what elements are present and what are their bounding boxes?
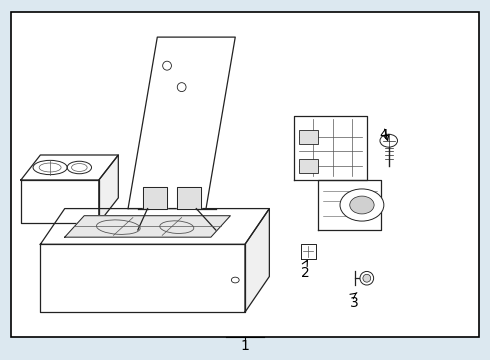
Polygon shape	[40, 208, 270, 244]
Polygon shape	[65, 216, 230, 237]
Polygon shape	[99, 155, 118, 223]
Polygon shape	[128, 37, 235, 208]
Ellipse shape	[363, 274, 371, 282]
Circle shape	[380, 134, 397, 147]
Polygon shape	[143, 187, 167, 208]
Circle shape	[340, 189, 384, 221]
Text: 4: 4	[379, 129, 388, 142]
Polygon shape	[294, 116, 367, 180]
Circle shape	[350, 196, 374, 214]
Polygon shape	[21, 180, 99, 223]
Bar	[298, 130, 318, 144]
FancyBboxPatch shape	[11, 12, 479, 337]
Polygon shape	[318, 180, 381, 230]
Polygon shape	[301, 244, 316, 258]
Polygon shape	[245, 208, 270, 312]
Polygon shape	[21, 155, 118, 180]
Text: 1: 1	[241, 339, 249, 353]
Bar	[298, 158, 318, 173]
Polygon shape	[177, 187, 201, 208]
Polygon shape	[40, 244, 245, 312]
Text: 3: 3	[350, 296, 359, 310]
Text: 2: 2	[301, 266, 310, 280]
Ellipse shape	[360, 271, 374, 285]
